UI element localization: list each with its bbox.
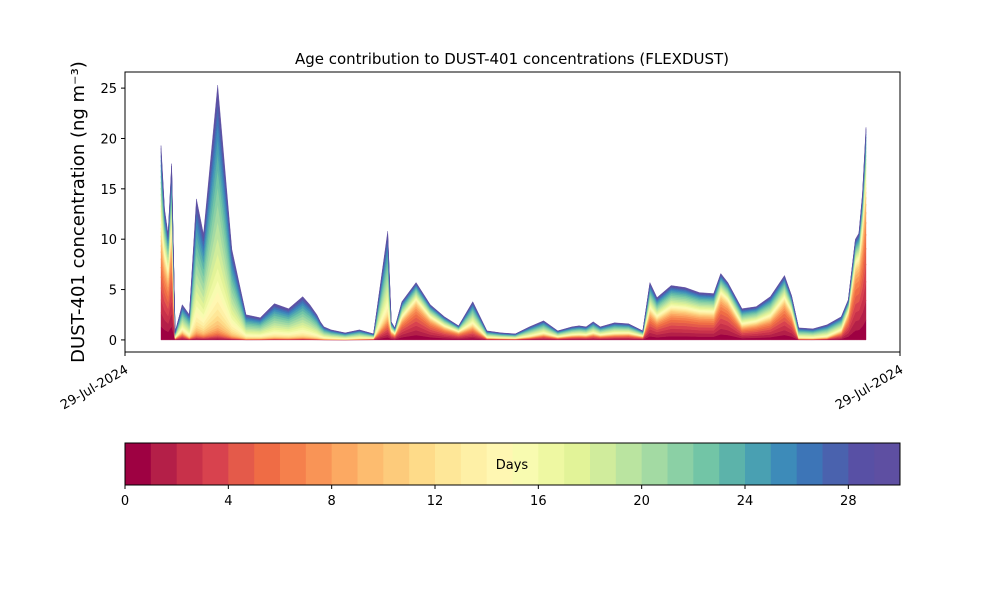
colorbar-swatch xyxy=(615,443,643,485)
colorbar-tick-label: 8 xyxy=(328,494,336,509)
chart-title: Age contribution to DUST-401 concentrati… xyxy=(295,50,729,68)
age-layer-29 xyxy=(160,85,867,335)
colorbar-swatch xyxy=(564,443,591,485)
colorbar-swatch xyxy=(486,443,513,485)
colorbar-swatch xyxy=(460,443,488,485)
colorbar-swatch xyxy=(590,443,617,485)
colorbar-frame xyxy=(124,442,901,486)
y-axis: 0 5 10 15 20 25 xyxy=(100,82,125,349)
colorbar-swatch xyxy=(331,443,358,485)
colorbar-swatch xyxy=(719,443,746,485)
y-tick-label: 25 xyxy=(100,82,117,97)
colorbar-swatch xyxy=(848,443,875,485)
colorbar-swatch xyxy=(512,443,539,485)
x-tick-label: 29-Jul-2024 xyxy=(58,362,131,413)
colorbar-tick-label: 12 xyxy=(427,494,444,509)
colorbar-tick-label: 0 xyxy=(121,494,129,509)
colorbar-swatch xyxy=(667,443,694,485)
colorbar-swatch xyxy=(538,443,565,485)
x-tick-label: 29-Jul-2024 xyxy=(833,362,906,413)
age-layer-28 xyxy=(160,92,867,335)
colorbar-swatch xyxy=(383,443,410,485)
colorbar-swatch xyxy=(280,443,307,485)
colorbar-swatch xyxy=(641,443,668,485)
age-layer-25 xyxy=(160,124,867,336)
colorbar-tick-label: 24 xyxy=(737,494,754,509)
colorbar-swatch xyxy=(874,443,901,485)
colorbar-swatch xyxy=(176,443,203,485)
y-tick-label: 20 xyxy=(100,132,117,147)
age-layers xyxy=(160,85,867,341)
colorbar-swatch xyxy=(150,443,178,485)
colorbar-swatch xyxy=(745,443,772,485)
x-axis: 29-Jul-2024 29-Jul-2024 xyxy=(58,352,906,413)
y-tick-label: 15 xyxy=(100,183,117,198)
colorbar-swatch xyxy=(202,443,229,485)
colorbar-swatch xyxy=(435,443,462,485)
age-layer-27 xyxy=(160,101,867,335)
colorbar-tick-label: 28 xyxy=(840,494,857,509)
plot-frame xyxy=(124,71,901,353)
colorbar-swatch xyxy=(693,443,720,485)
colorbar-swatch xyxy=(357,443,384,485)
y-tick-label: 10 xyxy=(100,233,117,248)
colorbar-swatch xyxy=(796,443,823,485)
colorbar-tick-label: 20 xyxy=(633,494,650,509)
colorbar-tick-label: 4 xyxy=(224,494,232,509)
colorbar-swatch xyxy=(125,443,152,485)
y-tick-label: 5 xyxy=(109,284,117,299)
colorbar-swatch xyxy=(822,443,849,485)
colorbar-label: Days xyxy=(496,458,529,473)
colorbar-swatch xyxy=(254,443,281,485)
y-axis-label: DUST-401 concentration (ng m⁻³) xyxy=(68,61,89,363)
colorbar-swatch xyxy=(228,443,255,485)
y-tick-label: 0 xyxy=(109,334,117,349)
colorbar-tick-label: 16 xyxy=(530,494,547,509)
colorbar: 0 4 8 12 16 20 24 28 xyxy=(121,442,901,509)
colorbar-swatch xyxy=(770,443,798,485)
colorbar-swatch xyxy=(409,443,436,485)
colorbar-swatch xyxy=(305,443,333,485)
age-layer-26 xyxy=(160,112,867,335)
